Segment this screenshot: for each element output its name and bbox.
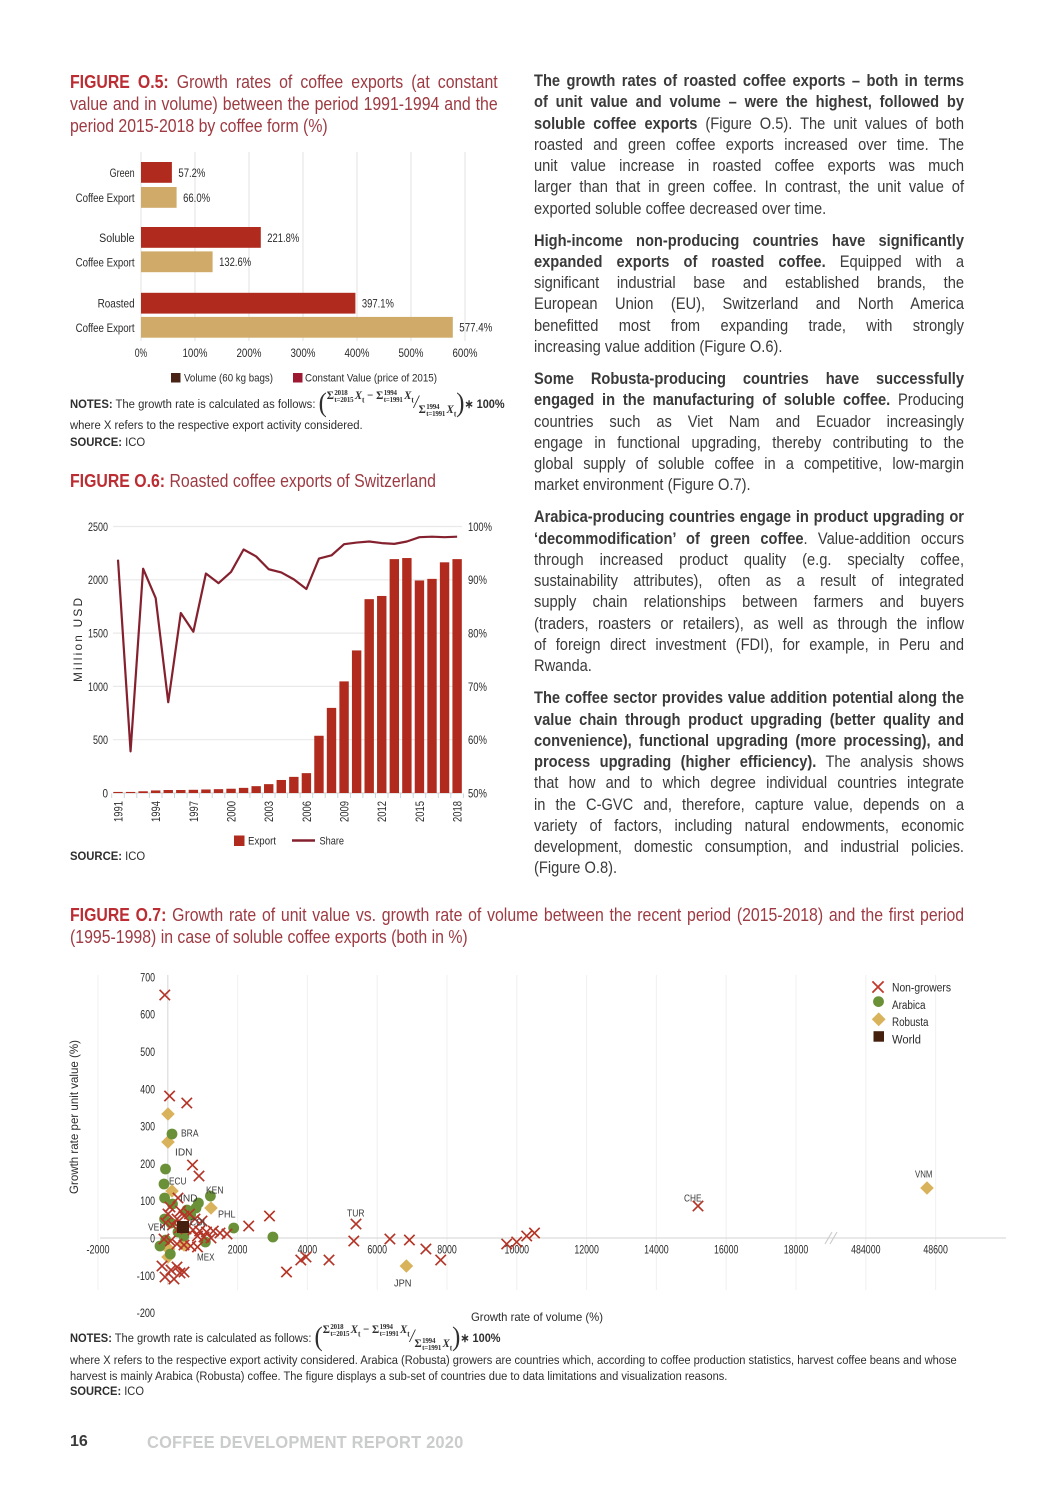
svg-text:2009: 2009 bbox=[338, 801, 352, 822]
svg-text:500%: 500% bbox=[399, 346, 424, 360]
svg-text:KEN: KEN bbox=[206, 1185, 224, 1197]
svg-text:COL: COL bbox=[190, 1217, 208, 1229]
svg-text:Growth rate of volume (%): Growth rate of volume (%) bbox=[471, 1310, 603, 1324]
svg-text:BRA: BRA bbox=[181, 1128, 199, 1140]
svg-text:Share: Share bbox=[320, 836, 345, 848]
svg-text:12000: 12000 bbox=[574, 1243, 599, 1257]
svg-text:-100: -100 bbox=[137, 1269, 155, 1283]
svg-text:TUR: TUR bbox=[347, 1208, 365, 1220]
svg-text:300: 300 bbox=[140, 1120, 155, 1134]
svg-text:-200: -200 bbox=[137, 1306, 155, 1320]
svg-text:Coffee Export: Coffee Export bbox=[76, 191, 135, 205]
svg-text:2003: 2003 bbox=[262, 801, 276, 822]
svg-text:Million USD: Million USD bbox=[71, 598, 85, 682]
svg-text:10000: 10000 bbox=[505, 1243, 530, 1257]
svg-text:60%: 60% bbox=[468, 733, 487, 747]
svg-text:MEX: MEX bbox=[197, 1252, 215, 1264]
svg-text:1991: 1991 bbox=[111, 801, 125, 822]
svg-text:50%: 50% bbox=[468, 786, 487, 800]
svg-text:Green: Green bbox=[110, 166, 135, 180]
svg-text:0: 0 bbox=[150, 1232, 155, 1246]
svg-text:VEN: VEN bbox=[148, 1222, 166, 1234]
svg-text:Coffee Export: Coffee Export bbox=[76, 321, 135, 335]
svg-text:Export: Export bbox=[248, 836, 276, 848]
svg-text:500: 500 bbox=[93, 733, 108, 747]
svg-text:2000: 2000 bbox=[224, 801, 238, 822]
svg-text:6000: 6000 bbox=[367, 1243, 387, 1257]
svg-text:IDN: IDN bbox=[175, 1147, 193, 1159]
svg-text:Coffee Export: Coffee Export bbox=[76, 255, 135, 269]
svg-text:66.0%: 66.0% bbox=[183, 191, 210, 205]
svg-text:14000: 14000 bbox=[644, 1243, 669, 1257]
svg-text:80%: 80% bbox=[468, 627, 487, 641]
svg-text:500: 500 bbox=[140, 1045, 155, 1059]
svg-text:18000: 18000 bbox=[784, 1243, 809, 1257]
svg-text:ECU: ECU bbox=[169, 1176, 187, 1188]
svg-text:Volume (60 kg bags): Volume (60 kg bags) bbox=[184, 373, 273, 385]
svg-text:2500: 2500 bbox=[88, 520, 108, 534]
svg-text:1994: 1994 bbox=[149, 801, 163, 822]
svg-text:World: World bbox=[892, 1035, 921, 1047]
svg-text:577.4%: 577.4% bbox=[459, 321, 492, 335]
svg-text:Constant Value (price of 2015): Constant Value (price of 2015) bbox=[305, 373, 437, 385]
svg-text:700: 700 bbox=[140, 970, 155, 984]
svg-text:2012: 2012 bbox=[375, 801, 389, 822]
svg-text:57.2%: 57.2% bbox=[178, 166, 205, 180]
svg-text:0: 0 bbox=[103, 786, 109, 800]
svg-text:1997: 1997 bbox=[187, 801, 201, 822]
svg-text:CHE: CHE bbox=[684, 1193, 702, 1205]
svg-text:300%: 300% bbox=[291, 346, 316, 360]
svg-text:397.1%: 397.1% bbox=[362, 297, 394, 311]
svg-text:2000: 2000 bbox=[228, 1243, 248, 1257]
svg-text:200: 200 bbox=[140, 1157, 155, 1171]
svg-text:100%: 100% bbox=[183, 346, 208, 360]
svg-text:JPN: JPN bbox=[394, 1278, 412, 1290]
svg-text:400: 400 bbox=[140, 1082, 155, 1096]
svg-text:16000: 16000 bbox=[714, 1243, 739, 1257]
svg-text:1500: 1500 bbox=[88, 627, 108, 641]
svg-text:132.6%: 132.6% bbox=[219, 255, 251, 269]
svg-text:-2000: -2000 bbox=[86, 1243, 109, 1257]
svg-text:100%: 100% bbox=[468, 520, 492, 534]
svg-text:PHL: PHL bbox=[218, 1209, 236, 1221]
svg-text:8000: 8000 bbox=[437, 1243, 457, 1257]
svg-text:2006: 2006 bbox=[300, 801, 314, 822]
svg-text:1000: 1000 bbox=[88, 680, 108, 694]
svg-text:48600: 48600 bbox=[923, 1243, 948, 1257]
svg-text:Non-growers: Non-growers bbox=[892, 983, 951, 995]
svg-text:IND: IND bbox=[180, 1193, 198, 1205]
svg-text:2015: 2015 bbox=[413, 801, 427, 822]
svg-text:600: 600 bbox=[140, 1008, 155, 1022]
svg-text:Robusta: Robusta bbox=[892, 1017, 929, 1029]
svg-text:2000: 2000 bbox=[88, 573, 108, 587]
svg-text:Growth rate per unit value (%): Growth rate per unit value (%) bbox=[67, 1040, 81, 1194]
svg-text:Roasted: Roasted bbox=[98, 297, 135, 311]
svg-text:70%: 70% bbox=[468, 680, 487, 694]
svg-text:2018: 2018 bbox=[451, 801, 465, 822]
svg-text:484000: 484000 bbox=[851, 1243, 881, 1257]
svg-text:600%: 600% bbox=[453, 346, 478, 360]
svg-text:90%: 90% bbox=[468, 573, 487, 587]
svg-text:0%: 0% bbox=[135, 346, 148, 360]
svg-text:Arabica: Arabica bbox=[892, 1000, 926, 1012]
svg-text:100: 100 bbox=[140, 1194, 155, 1208]
svg-text:200%: 200% bbox=[237, 346, 262, 360]
svg-text:221.8%: 221.8% bbox=[267, 231, 299, 245]
svg-text:VNM: VNM bbox=[915, 1169, 933, 1181]
svg-text:Soluble: Soluble bbox=[99, 231, 135, 245]
svg-text:400%: 400% bbox=[345, 346, 370, 360]
